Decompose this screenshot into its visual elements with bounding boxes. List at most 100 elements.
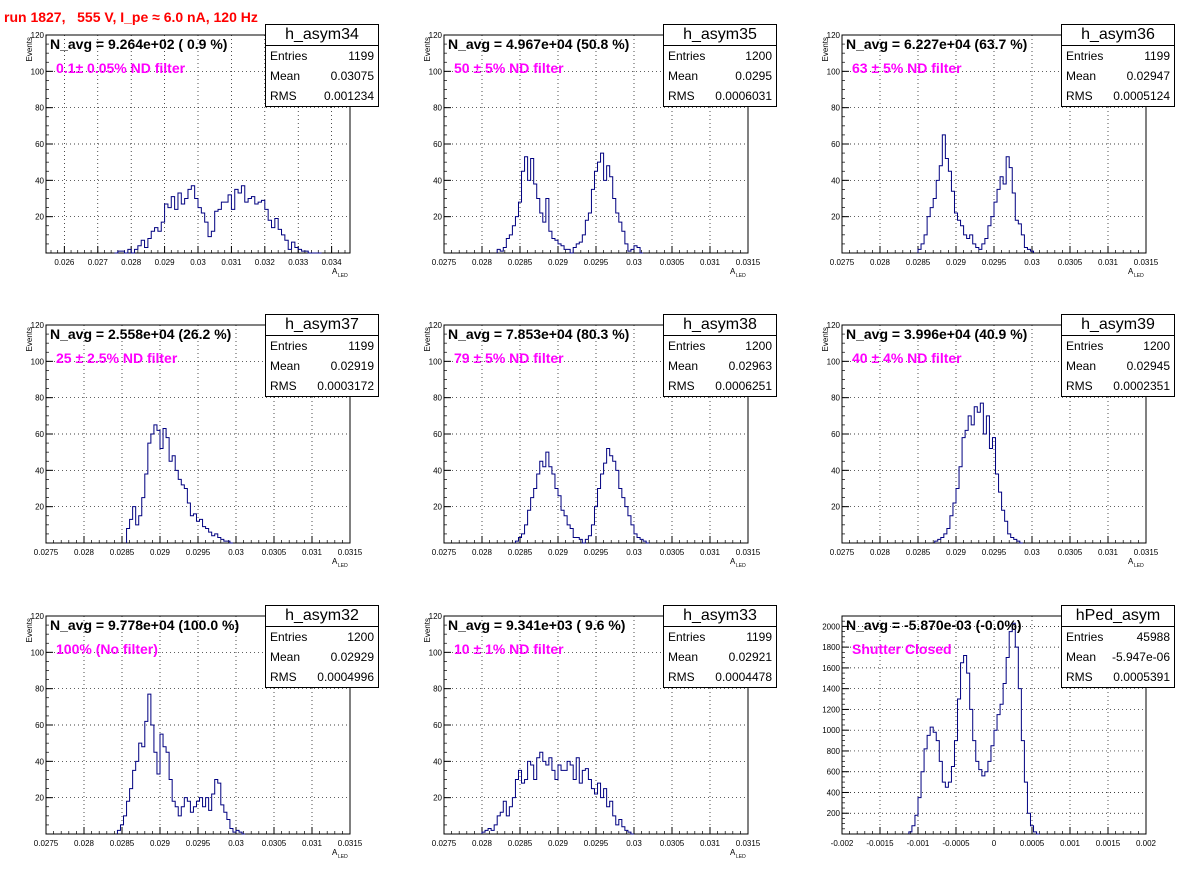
x-tick-label: 0.0285 [906,258,931,267]
y-tick-label: 80 [35,394,44,403]
x-axis-label-subscript: LED [338,563,348,569]
mean-value: 0.02963 [728,359,772,373]
x-tick-label: 0.031 [700,839,721,848]
histogram-series [934,402,1023,544]
stats-box: h_asym33 Entries 1199 Mean 0.02921 RMS 0.00044… [663,605,777,688]
y-tick-label: 120 [429,612,443,621]
x-axis-label-subscript: LED [736,563,746,569]
y-tick-label: 1000 [822,726,840,735]
y-axis-label: Events [821,327,830,351]
y-tick-label: 120 [827,31,841,40]
y-axis-label: Events [821,37,830,61]
mean-value: 0.02929 [330,650,374,664]
stats-box-title: h_asym38 [664,315,776,336]
x-axis-label: A [1128,557,1134,566]
mean-value: 0.02919 [330,359,374,373]
histogram-plot: 0.0275 0.028 0.0285 0.029 0.0295 0.03 0.0305 0.… [423,321,761,569]
x-tick-label: 0.03 [626,839,642,848]
x-tick-label: 0.026 [54,258,75,267]
rms-value: 0.0005124 [1113,89,1170,103]
stats-box-title: hPed_asym [1062,606,1174,627]
y-tick-label: 40 [831,466,840,475]
x-axis-label: A [730,848,736,857]
x-tick-label: 0.0315 [736,839,761,848]
y-tick-label: 60 [35,140,44,149]
x-tick-label: 0.0295 [186,839,211,848]
x-axis-label-subscript: LED [338,854,348,860]
y-tick-label: 80 [35,104,44,113]
y-tick-label: 1600 [822,664,840,673]
y-tick-label: 100 [31,357,45,366]
x-tick-label: 0.029 [150,839,171,848]
mean-label: Mean [668,69,699,83]
x-tick-label: 0.028 [870,258,891,267]
x-axis-label-subscript: LED [736,854,746,860]
n-avg-label: N_avg = 2.558e+04 (26.2 %) [50,326,232,342]
entries-value: 1199 [746,630,772,644]
entries-label: Entries [270,339,308,353]
y-tick-label: 60 [35,430,44,439]
mean-label: Mean [1066,69,1097,83]
histogram-panel-hPed_asym: -0.002 -0.0015 -0.001 -0.0005 0 0.0005 0.001 0.… [796,581,1194,871]
y-tick-label: 100 [429,357,443,366]
y-tick-label: 80 [433,685,442,694]
entries-value: 1200 [1143,339,1170,353]
x-tick-label: 0.0275 [34,839,59,848]
x-tick-label: 0 [992,839,997,848]
histogram-series [496,152,644,254]
x-tick-label: 0.028 [74,548,95,557]
x-tick-label: 0.029 [150,548,171,557]
y-tick-label: 100 [827,357,841,366]
x-tick-label: 0.028 [472,548,493,557]
x-tick-label: 0.0315 [736,258,761,267]
entries-label: Entries [668,49,706,63]
y-axis-label: Events [423,37,432,61]
mean-label: Mean [668,359,699,373]
x-tick-label: 0.0015 [1096,839,1121,848]
y-tick-label: 120 [31,321,45,330]
x-tick-label: 0.03 [626,548,642,557]
y-tick-label: 80 [433,104,442,113]
histogram-panel-h_asym38: 0.0275 0.028 0.0285 0.029 0.0295 0.03 0.0305 0.… [398,290,796,580]
filter-annotation: 63 ± 5% ND filter [852,60,962,76]
y-tick-label: 20 [831,503,840,512]
y-tick-label: 20 [831,213,840,222]
y-tick-label: 120 [827,321,841,330]
rms-label: RMS [1066,670,1093,684]
stats-box-title: h_asym34 [266,25,378,46]
y-tick-label: 800 [827,747,841,756]
x-axis-label: A [332,267,338,276]
x-tick-label: 0.03 [1024,258,1040,267]
entries-value: 1199 [1144,49,1170,63]
rms-label: RMS [668,670,695,684]
n-avg-label: N_avg = 9.341e+03 ( 9.6 %) [448,617,626,633]
rms-value: 0.0006031 [715,89,772,103]
x-tick-label: 0.03 [1024,548,1040,557]
x-tick-label: 0.029 [946,258,967,267]
x-tick-label: 0.0315 [1134,548,1159,557]
histogram-panel-h_asym33: 0.0275 0.028 0.0285 0.029 0.0295 0.03 0.0305 0.… [398,581,796,871]
x-tick-label: 0.032 [255,258,276,267]
x-tick-label: -0.002 [831,839,854,848]
x-tick-label: 0.029 [548,839,569,848]
x-tick-label: 0.0295 [982,258,1007,267]
x-tick-label: 0.027 [88,258,109,267]
histogram-panel-h_asym35: 0.0275 0.028 0.0285 0.029 0.0295 0.03 0.0305 0.… [398,0,796,290]
y-tick-label: 40 [433,176,442,185]
rms-label: RMS [1066,89,1093,103]
histogram-panel-h_asym32: 0.0275 0.028 0.0285 0.029 0.0295 0.03 0.0305 0.… [0,581,398,871]
run-title: run 1827, 555 V, I_pe ≈ 6.0 nA, 120 Hz [4,9,258,25]
histogram-plot: 0.0275 0.028 0.0285 0.029 0.0295 0.03 0.0305 0.… [821,31,1159,279]
mean-value: 0.02921 [728,650,772,664]
x-tick-label: 0.0315 [736,548,761,557]
x-tick-label: 0.03 [228,548,244,557]
rms-value: 0.0005391 [1113,670,1170,684]
stats-box: h_asym37 Entries 1199 Mean 0.02919 RMS 0.00031… [265,314,379,397]
rms-value: 0.001234 [323,89,374,103]
x-tick-label: 0.0275 [432,548,457,557]
x-tick-label: 0.031 [1098,258,1119,267]
x-tick-label: 0.0305 [262,839,287,848]
stats-box-title: h_asym36 [1062,25,1174,46]
mean-value: -5.947e-06 [1111,650,1170,664]
histogram-panel-h_asym36: 0.0275 0.028 0.0285 0.029 0.0295 0.03 0.0305 0.… [796,0,1194,290]
